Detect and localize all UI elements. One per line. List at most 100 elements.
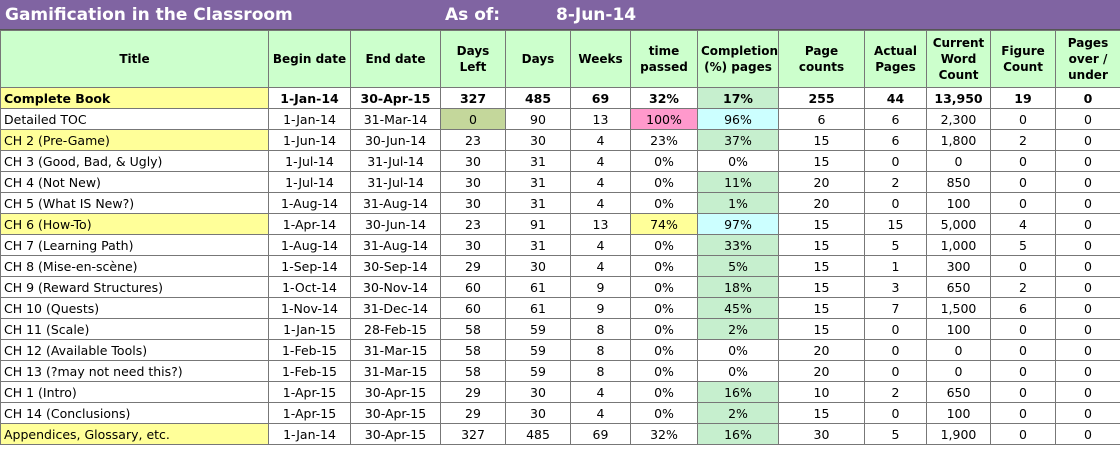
data-row: CH 8 (Mise-en-scène) 1-Sep-14 30-Sep-14 29 3…: [0, 255, 1120, 277]
cell: 31: [505, 150, 571, 172]
cell: 31-Jul-14: [350, 150, 441, 172]
cell: 15: [778, 150, 865, 172]
cell: 30-Apr-15: [350, 402, 441, 424]
cell: 5: [864, 423, 927, 445]
row-title: CH 6 (How-To): [0, 213, 269, 235]
cell: 650: [926, 381, 991, 403]
cell: 29: [440, 255, 506, 277]
cell: 45%: [697, 297, 779, 319]
cell: 15: [778, 297, 865, 319]
column-header: Weeks: [570, 30, 631, 88]
row-title: CH 5 (What IS New?): [0, 192, 269, 214]
cell: 0: [926, 360, 991, 382]
data-row: CH 11 (Scale) 1-Jan-15 28-Feb-15 58 59 8 0% 2% 1…: [0, 318, 1120, 340]
cell: 1-Apr-15: [268, 381, 351, 403]
cell: 8: [570, 339, 631, 361]
cell: 1,800: [926, 129, 991, 151]
data-row: CH 13 (?may not need this?) 1-Feb-15 31-Ma…: [0, 360, 1120, 382]
cell: 18%: [697, 276, 779, 298]
cell: 31-Jul-14: [350, 171, 441, 193]
cell: 1-Feb-15: [268, 339, 351, 361]
cell: 8: [570, 318, 631, 340]
cell: 300: [926, 255, 991, 277]
cell: 327: [440, 423, 506, 445]
sheet-title: Gamification in the Classroom: [5, 5, 293, 25]
cell: 15: [864, 213, 927, 235]
cell: 0: [990, 255, 1056, 277]
cell: 0: [1055, 255, 1120, 277]
cell: 30: [440, 234, 506, 256]
cell: 16%: [697, 381, 779, 403]
cell: 20: [778, 339, 865, 361]
cell: 6: [864, 129, 927, 151]
cell: 0: [1055, 276, 1120, 298]
cell: 0%: [630, 297, 698, 319]
cell: 1-Jun-14: [268, 129, 351, 151]
cell: 0: [1055, 234, 1120, 256]
cell: 9: [570, 297, 631, 319]
cell: 485: [505, 423, 571, 445]
cell: 32%: [630, 423, 698, 445]
cell: 30-Apr-15: [350, 423, 441, 445]
cell: 0: [1055, 297, 1120, 319]
cell: 96%: [697, 108, 779, 130]
cell: 23%: [630, 129, 698, 151]
cell: 0: [1055, 213, 1120, 235]
cell: 0: [1055, 402, 1120, 424]
cell: 31: [505, 234, 571, 256]
title-bar: Gamification in the Classroom As of: 8-J…: [0, 0, 1120, 30]
cell: 30-Nov-14: [350, 276, 441, 298]
cell: 91: [505, 213, 571, 235]
cell: 1,500: [926, 297, 991, 319]
cell: 0: [1055, 360, 1120, 382]
column-header: Pages over / under: [1055, 30, 1120, 88]
cell: 15: [778, 234, 865, 256]
cell: 0%: [630, 360, 698, 382]
cell: 4: [990, 213, 1056, 235]
column-header: Figure Count: [990, 30, 1056, 88]
cell: 4: [570, 402, 631, 424]
cell: 0: [990, 423, 1056, 445]
column-header: Days Left: [440, 30, 506, 88]
cell: 0: [990, 360, 1056, 382]
column-header: time passed: [630, 30, 698, 88]
cell: 61: [505, 276, 571, 298]
cell: 32%: [630, 87, 698, 109]
cell: 0%: [630, 402, 698, 424]
row-title: CH 1 (Intro): [0, 381, 269, 403]
cell: 1-Oct-14: [268, 276, 351, 298]
row-title: CH 11 (Scale): [0, 318, 269, 340]
cell: 2: [864, 381, 927, 403]
cell: 0: [990, 171, 1056, 193]
as-of-date: 8-Jun-14: [556, 5, 637, 25]
cell: 0: [1055, 129, 1120, 151]
cell: 7: [864, 297, 927, 319]
cell: 31-Aug-14: [350, 234, 441, 256]
row-title: Detailed TOC: [0, 108, 269, 130]
row-title: Complete Book: [0, 87, 269, 109]
cell: 0: [440, 108, 506, 130]
cell: 4: [570, 255, 631, 277]
cell: 19: [990, 87, 1056, 109]
cell: 30-Jun-14: [350, 213, 441, 235]
row-title: CH 9 (Reward Structures): [0, 276, 269, 298]
cell: 31: [505, 192, 571, 214]
cell: 0%: [630, 234, 698, 256]
cell: 61: [505, 297, 571, 319]
cell: 60: [440, 297, 506, 319]
cell: 0: [1055, 423, 1120, 445]
cell: 0: [1055, 381, 1120, 403]
cell: 0: [926, 339, 991, 361]
column-header: Days: [505, 30, 571, 88]
cell: 69: [570, 423, 631, 445]
cell: 1%: [697, 192, 779, 214]
cell: 0: [990, 318, 1056, 340]
cell: 0: [1055, 150, 1120, 172]
cell: 6: [990, 297, 1056, 319]
cell: 30-Apr-15: [350, 381, 441, 403]
cell: 16%: [697, 423, 779, 445]
cell: 15: [778, 402, 865, 424]
cell: 15: [778, 318, 865, 340]
cell: 13,950: [926, 87, 991, 109]
